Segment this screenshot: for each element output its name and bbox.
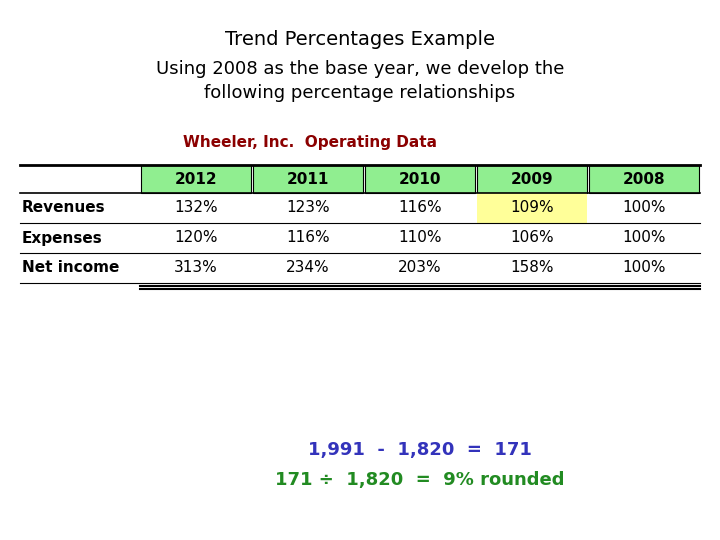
Bar [477, 165, 587, 193]
Text: 2008: 2008 [623, 172, 665, 186]
Text: 116%: 116% [286, 231, 330, 246]
Text: 100%: 100% [622, 260, 666, 275]
Text: 116%: 116% [398, 200, 442, 215]
Text: 313%: 313% [174, 260, 218, 275]
Text: Wheeler, Inc.  Operating Data: Wheeler, Inc. Operating Data [183, 135, 437, 150]
Text: 120%: 120% [174, 231, 217, 246]
Text: 234%: 234% [286, 260, 330, 275]
Text: 2009: 2009 [510, 172, 553, 186]
Text: 109%: 109% [510, 200, 554, 215]
Text: 100%: 100% [622, 231, 666, 246]
Text: 1,991  -  1,820  =  171: 1,991 - 1,820 = 171 [308, 441, 532, 459]
Text: 2010: 2010 [399, 172, 441, 186]
Text: 203%: 203% [398, 260, 442, 275]
Text: Expenses: Expenses [22, 231, 103, 246]
Text: 132%: 132% [174, 200, 218, 215]
Text: 158%: 158% [510, 260, 554, 275]
Bar [589, 165, 699, 193]
Text: 106%: 106% [510, 231, 554, 246]
Text: 110%: 110% [398, 231, 442, 246]
Text: 171 ÷  1,820  =  9% rounded: 171 ÷ 1,820 = 9% rounded [275, 471, 564, 489]
Text: following percentage relationships: following percentage relationships [204, 84, 516, 102]
Bar [141, 165, 251, 193]
Bar [365, 165, 475, 193]
Text: Revenues: Revenues [22, 200, 106, 215]
Text: 123%: 123% [286, 200, 330, 215]
Text: 2011: 2011 [287, 172, 329, 186]
Text: Trend Percentages Example: Trend Percentages Example [225, 30, 495, 49]
Text: Net income: Net income [22, 260, 120, 275]
Text: 100%: 100% [622, 200, 666, 215]
Bar [477, 193, 587, 223]
Bar [253, 165, 363, 193]
Text: Using 2008 as the base year, we develop the: Using 2008 as the base year, we develop … [156, 60, 564, 78]
Text: 2012: 2012 [175, 172, 217, 186]
